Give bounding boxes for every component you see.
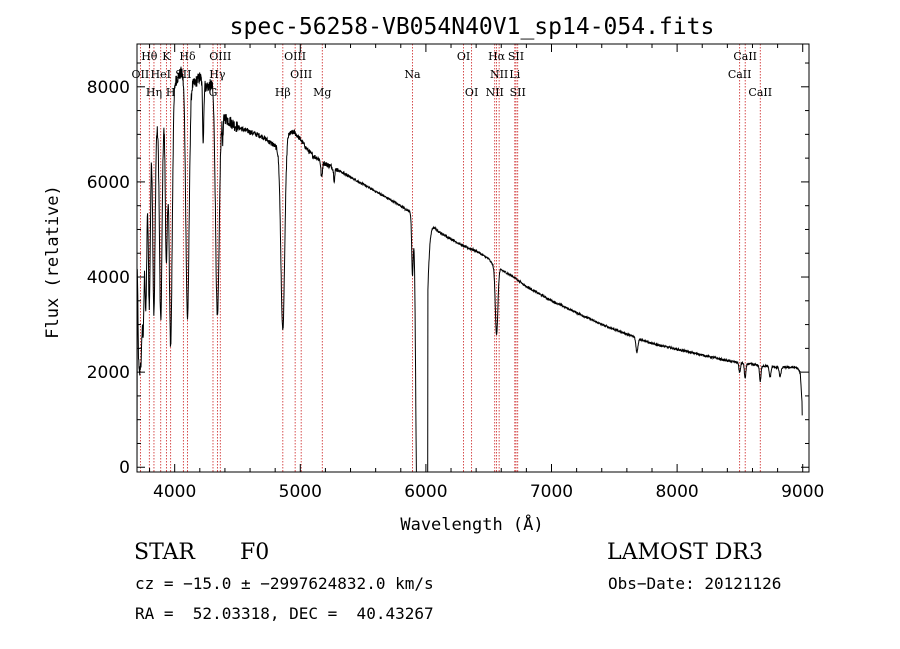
x-tick-label: 7000 xyxy=(530,482,573,502)
marker-label: CaII xyxy=(733,50,757,63)
plot-frame xyxy=(136,43,810,473)
redshift-cz: cz = −15.0 ± −2997624832.0 km/s xyxy=(135,574,434,593)
y-tick-label: 2000 xyxy=(87,363,130,383)
marker-label: Hθ xyxy=(141,50,158,63)
survey-name: LAMOST DR3 xyxy=(607,540,763,565)
marker-label: Li xyxy=(509,68,520,81)
x-axis-label: Wavelength (Å) xyxy=(400,513,543,535)
x-tick-label: 5000 xyxy=(279,482,322,502)
marker-label: Hη xyxy=(146,86,162,99)
marker-label: SII xyxy=(508,50,524,63)
marker-label: OIII xyxy=(209,50,231,63)
marker-label: Hδ xyxy=(179,50,196,63)
marker-label: OII xyxy=(132,68,150,81)
marker-label: CaII xyxy=(748,86,772,99)
obs-date: Obs−Date: 20121126 xyxy=(608,574,782,593)
x-tick-label: 8000 xyxy=(655,482,698,502)
object-class: STAR xyxy=(134,540,195,565)
y-axis-ticks: 0 2000 4000 6000 8000 xyxy=(87,62,809,478)
object-subclass: F0 xyxy=(240,540,270,565)
spectrum-line xyxy=(136,66,803,473)
y-tick-label: 8000 xyxy=(87,78,130,98)
marker-label: Na xyxy=(404,68,421,81)
chart-title: spec-56258-VB054N40V1_sp14-054.fits xyxy=(230,14,715,40)
marker-label: OI xyxy=(457,50,470,63)
marker-label: NII xyxy=(490,68,508,81)
marker-label: OI xyxy=(465,86,478,99)
marker-label: SII xyxy=(510,86,526,99)
y-tick-label: 4000 xyxy=(87,268,130,288)
marker-label: OIII xyxy=(284,50,306,63)
marker-label: Hβ xyxy=(275,86,291,99)
x-tick-label: 4000 xyxy=(153,482,196,502)
marker-label: CaII xyxy=(728,68,752,81)
x-axis-ticks: 4000 5000 6000 7000 8000 9000 xyxy=(149,44,824,502)
marker-label: Mg xyxy=(313,86,331,99)
marker-label: NII xyxy=(486,86,504,99)
x-tick-label: 9000 xyxy=(781,482,824,502)
marker-label: K xyxy=(162,50,171,63)
y-axis-label: Flux (relative) xyxy=(43,185,63,339)
marker-label: H xyxy=(166,86,176,99)
marker-label: Hα xyxy=(488,50,506,63)
ra-dec: RA = 52.03318, DEC = 40.43267 xyxy=(135,604,434,623)
line-markers xyxy=(139,44,761,472)
marker-label: Hγ xyxy=(209,68,226,81)
marker-label: HeI xyxy=(151,68,171,81)
y-tick-label: 6000 xyxy=(87,173,130,193)
x-tick-label: 6000 xyxy=(404,482,447,502)
marker-label: OIII xyxy=(290,68,312,81)
y-tick-label: 0 xyxy=(119,458,130,478)
